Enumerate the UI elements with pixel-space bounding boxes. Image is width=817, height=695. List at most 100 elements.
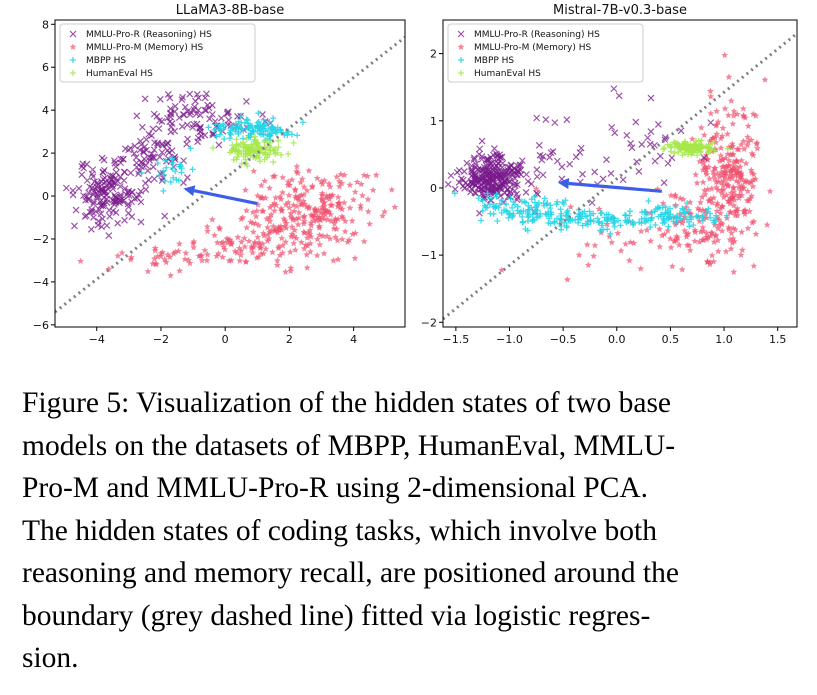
data-point (117, 191, 125, 199)
data-point (252, 212, 260, 220)
data-point (563, 116, 571, 124)
data-point (121, 216, 128, 224)
data-point (726, 208, 734, 215)
data-point (479, 178, 487, 186)
data-point (243, 98, 250, 105)
data-point (229, 124, 236, 131)
data-point (293, 234, 300, 242)
data-point (652, 221, 659, 228)
data-point (611, 219, 618, 226)
data-point (351, 188, 359, 195)
data-point (696, 217, 703, 225)
caption-line: models on the datasets of MBPP, HumanEva… (22, 429, 676, 462)
data-point (156, 95, 164, 103)
data-point (111, 193, 119, 201)
data-point (713, 212, 720, 219)
data-point (702, 168, 710, 176)
data-point (151, 255, 158, 262)
data-point (308, 212, 316, 220)
data-point (178, 96, 186, 104)
data-point (288, 131, 295, 138)
shift-arrow-head (183, 185, 196, 197)
data-point (522, 188, 530, 196)
data-point (719, 124, 727, 132)
data-point (97, 210, 105, 218)
data-point (728, 229, 735, 237)
data-point (307, 248, 314, 255)
data-point (226, 149, 233, 156)
data-point (532, 185, 540, 192)
data-point (498, 197, 505, 204)
data-point (132, 154, 140, 161)
data-point (647, 128, 655, 136)
data-point (708, 229, 715, 236)
data-point (707, 92, 715, 100)
data-point (707, 119, 715, 127)
data-point (206, 115, 214, 123)
data-point (294, 132, 301, 139)
data-point (221, 245, 229, 253)
data-point (544, 200, 551, 207)
data-point (287, 267, 294, 274)
data-point (478, 217, 485, 224)
data-point (509, 204, 516, 211)
data-point (740, 145, 748, 152)
data-point (172, 168, 179, 175)
legend-marker (70, 57, 76, 63)
data-point (654, 120, 662, 128)
data-point (336, 177, 343, 185)
x-tick-label: −1.5 (443, 333, 470, 346)
data-point (318, 196, 326, 203)
data-point (137, 218, 145, 226)
data-point (109, 172, 117, 180)
data-point (511, 187, 519, 195)
data-point (316, 231, 324, 239)
legend-label: MMLU-Pro-M (Memory) HS (86, 43, 204, 53)
data-point (247, 218, 255, 225)
data-point (167, 105, 174, 113)
data-point (272, 201, 280, 209)
data-point (709, 168, 717, 175)
data-point (254, 123, 261, 130)
data-point (320, 250, 328, 257)
data-point (176, 240, 183, 247)
data-point (492, 204, 499, 211)
data-point (563, 276, 571, 283)
x-tick-label: 4 (350, 333, 357, 346)
data-point (285, 150, 292, 157)
data-point (647, 94, 655, 102)
data-point (284, 181, 292, 188)
data-point (548, 209, 555, 216)
data-point (137, 187, 145, 195)
data-point (127, 256, 135, 263)
data-point (664, 227, 672, 234)
data-point (273, 257, 281, 264)
data-point (282, 238, 290, 245)
data-point (679, 216, 687, 224)
data-point (124, 189, 132, 197)
data-point (514, 194, 522, 201)
data-point (688, 135, 696, 142)
data-point (221, 136, 228, 143)
data-point (299, 119, 306, 126)
data-point (285, 191, 293, 199)
data-point (744, 138, 752, 145)
data-point (204, 227, 211, 235)
data-point (166, 118, 174, 126)
data-point (279, 249, 287, 256)
data-point (630, 221, 637, 228)
data-point (321, 176, 328, 184)
data-point (708, 251, 716, 259)
data-point (359, 192, 366, 199)
data-point (266, 217, 274, 225)
data-point (531, 199, 538, 206)
data-point (100, 199, 108, 207)
data-point (742, 177, 750, 184)
data-point (203, 90, 210, 98)
data-point (258, 207, 266, 214)
data-point (178, 169, 185, 176)
data-point (154, 160, 161, 167)
data-point (307, 221, 315, 229)
data-point (444, 180, 452, 188)
data-point (71, 222, 78, 230)
